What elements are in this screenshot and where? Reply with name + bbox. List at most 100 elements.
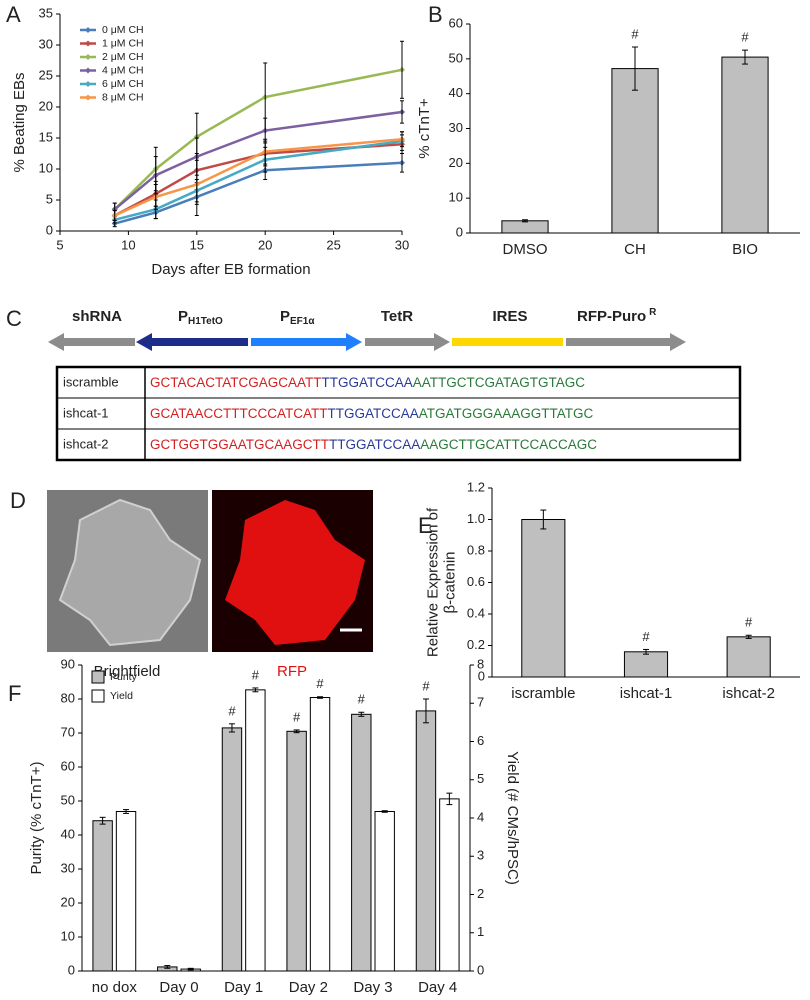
sequence-part: TTGGATCCAA <box>327 406 418 421</box>
y-tick-label: 10 <box>61 928 75 943</box>
bar <box>721 56 769 234</box>
panel-label: A <box>6 2 21 27</box>
y-tick-label: 1.0 <box>467 511 485 526</box>
y-tick-label: 90 <box>61 656 75 671</box>
bar <box>501 220 549 234</box>
significance-marker: # <box>358 692 366 707</box>
x-tick-label: ishcat-1 <box>620 685 673 702</box>
legend-label: Purity <box>110 671 138 683</box>
y-tick-label: 30 <box>61 860 75 875</box>
error-bar <box>112 210 117 221</box>
x-tick-label: iscramble <box>511 685 575 702</box>
legend-label: Yield <box>110 690 133 702</box>
construct-diagram: shRNA PH1TetO PEF1α TetR IRES RFP-Puro R <box>48 307 686 351</box>
error-bar <box>263 138 268 165</box>
error-bar <box>643 648 649 655</box>
error-bar <box>400 131 404 148</box>
significance-marker: # <box>252 667 260 682</box>
bar <box>221 727 243 972</box>
y-tick-label: 8 <box>477 656 484 671</box>
error-bar <box>252 687 259 693</box>
y-tick-label: 30 <box>39 36 53 51</box>
error-bar <box>187 967 194 971</box>
image-panels: Brightfield RFP <box>47 490 373 680</box>
series-line <box>113 68 403 211</box>
sequence-part: AAGCTTGCATTCCACCAGC <box>420 437 597 452</box>
x-tick-label: BIO <box>732 241 758 258</box>
x-tick-label: 5 <box>56 237 63 252</box>
axis-title: Relative Expression of <box>424 507 441 657</box>
x-tick-label: DMSO <box>503 241 548 258</box>
legend-marker <box>85 67 91 74</box>
panel-label: C <box>6 306 22 331</box>
legend-marker <box>85 94 91 101</box>
sequence-part: GCTACACTATCGAGCAATT <box>150 375 322 390</box>
significance-marker: # <box>316 676 324 691</box>
error-bar <box>153 184 158 210</box>
legend-label: 6 μM CH <box>102 78 144 90</box>
sequence-part: GCTGGTGGAATGCAAGCTT <box>150 437 329 452</box>
y-tick-label: 15 <box>39 129 53 144</box>
sequence-table: iscramble GCTACACTATCGAGCAATTTTGGATCCAAAA… <box>55 365 742 462</box>
y-tick-label: 0.2 <box>467 637 485 652</box>
bar <box>351 713 372 972</box>
error-bar <box>381 810 388 813</box>
sequence-part: TTGGATCCAA <box>322 375 413 390</box>
axis-title: Days after EB formation <box>151 261 310 278</box>
y-tick-label: 20 <box>39 98 53 113</box>
legend-label: 4 μM CH <box>102 64 144 76</box>
series-line <box>114 137 403 217</box>
y-tick-label: 5 <box>46 191 53 206</box>
sequence: GCTACACTATCGAGCAATTTTGGATCCAAAATTGCTCGAT… <box>150 375 585 390</box>
arrow <box>251 333 362 351</box>
y-tick-label: 0.6 <box>467 574 485 589</box>
y-tick-label: 3 <box>477 848 484 863</box>
significance-marker: # <box>745 615 753 630</box>
axis-title: Purity (% cTnT+) <box>28 762 45 875</box>
x-tick-label: 25 <box>326 237 340 252</box>
legend-marker <box>85 81 91 87</box>
element-label: PH1TetO <box>178 308 223 327</box>
x-tick-label: Day 1 <box>224 979 263 996</box>
y-tick-label: 50 <box>449 50 463 65</box>
image-caption: RFP <box>277 663 307 680</box>
y-tick-label: 40 <box>61 826 75 841</box>
bar <box>245 689 266 972</box>
image-caption: Brightfield <box>94 663 161 680</box>
x-tick-label: 30 <box>395 237 409 252</box>
y-tick-label: 2 <box>477 886 484 901</box>
y-tick-label: 7 <box>477 695 484 710</box>
sequence: GCATAACCTTTCCCATCATTTTGGATCCAAATGATGGGAA… <box>150 406 594 421</box>
element-label: RFP-Puro <box>577 308 646 325</box>
bar <box>611 68 659 234</box>
series-line <box>114 139 403 222</box>
y-tick-label: 0 <box>477 962 484 977</box>
bar <box>92 820 113 972</box>
error-bar <box>422 698 429 724</box>
legend-label: 8 μM CH <box>102 91 144 103</box>
axis-title: Yield (# CMs/hPSC) <box>504 751 521 885</box>
y-tick-label: 0 <box>456 224 463 239</box>
x-tick-label: Day 0 <box>159 979 198 996</box>
x-tick-label: CH <box>624 241 646 258</box>
error-bar <box>317 696 324 699</box>
axis-title: β-catenin <box>441 552 458 614</box>
legend-swatch <box>91 670 105 684</box>
element-label: TetR <box>381 308 413 325</box>
panel-label: B <box>428 2 443 27</box>
error-bar <box>540 509 547 530</box>
y-tick-label: 20 <box>449 155 463 170</box>
error-bar <box>742 49 748 65</box>
x-tick-label: ishcat-2 <box>722 685 775 702</box>
bar <box>286 730 307 972</box>
y-tick-label: 60 <box>449 15 463 30</box>
error-bar <box>293 729 300 734</box>
panel-label: D <box>10 488 26 513</box>
y-tick-label: 25 <box>39 67 53 82</box>
y-tick-label: 0 <box>46 222 53 237</box>
bar <box>374 810 395 972</box>
y-tick-label: 0 <box>68 962 75 977</box>
sequence-part: ATGATGGGAAAGGTTATGC <box>419 406 594 421</box>
y-tick-label: 5 <box>477 771 484 786</box>
